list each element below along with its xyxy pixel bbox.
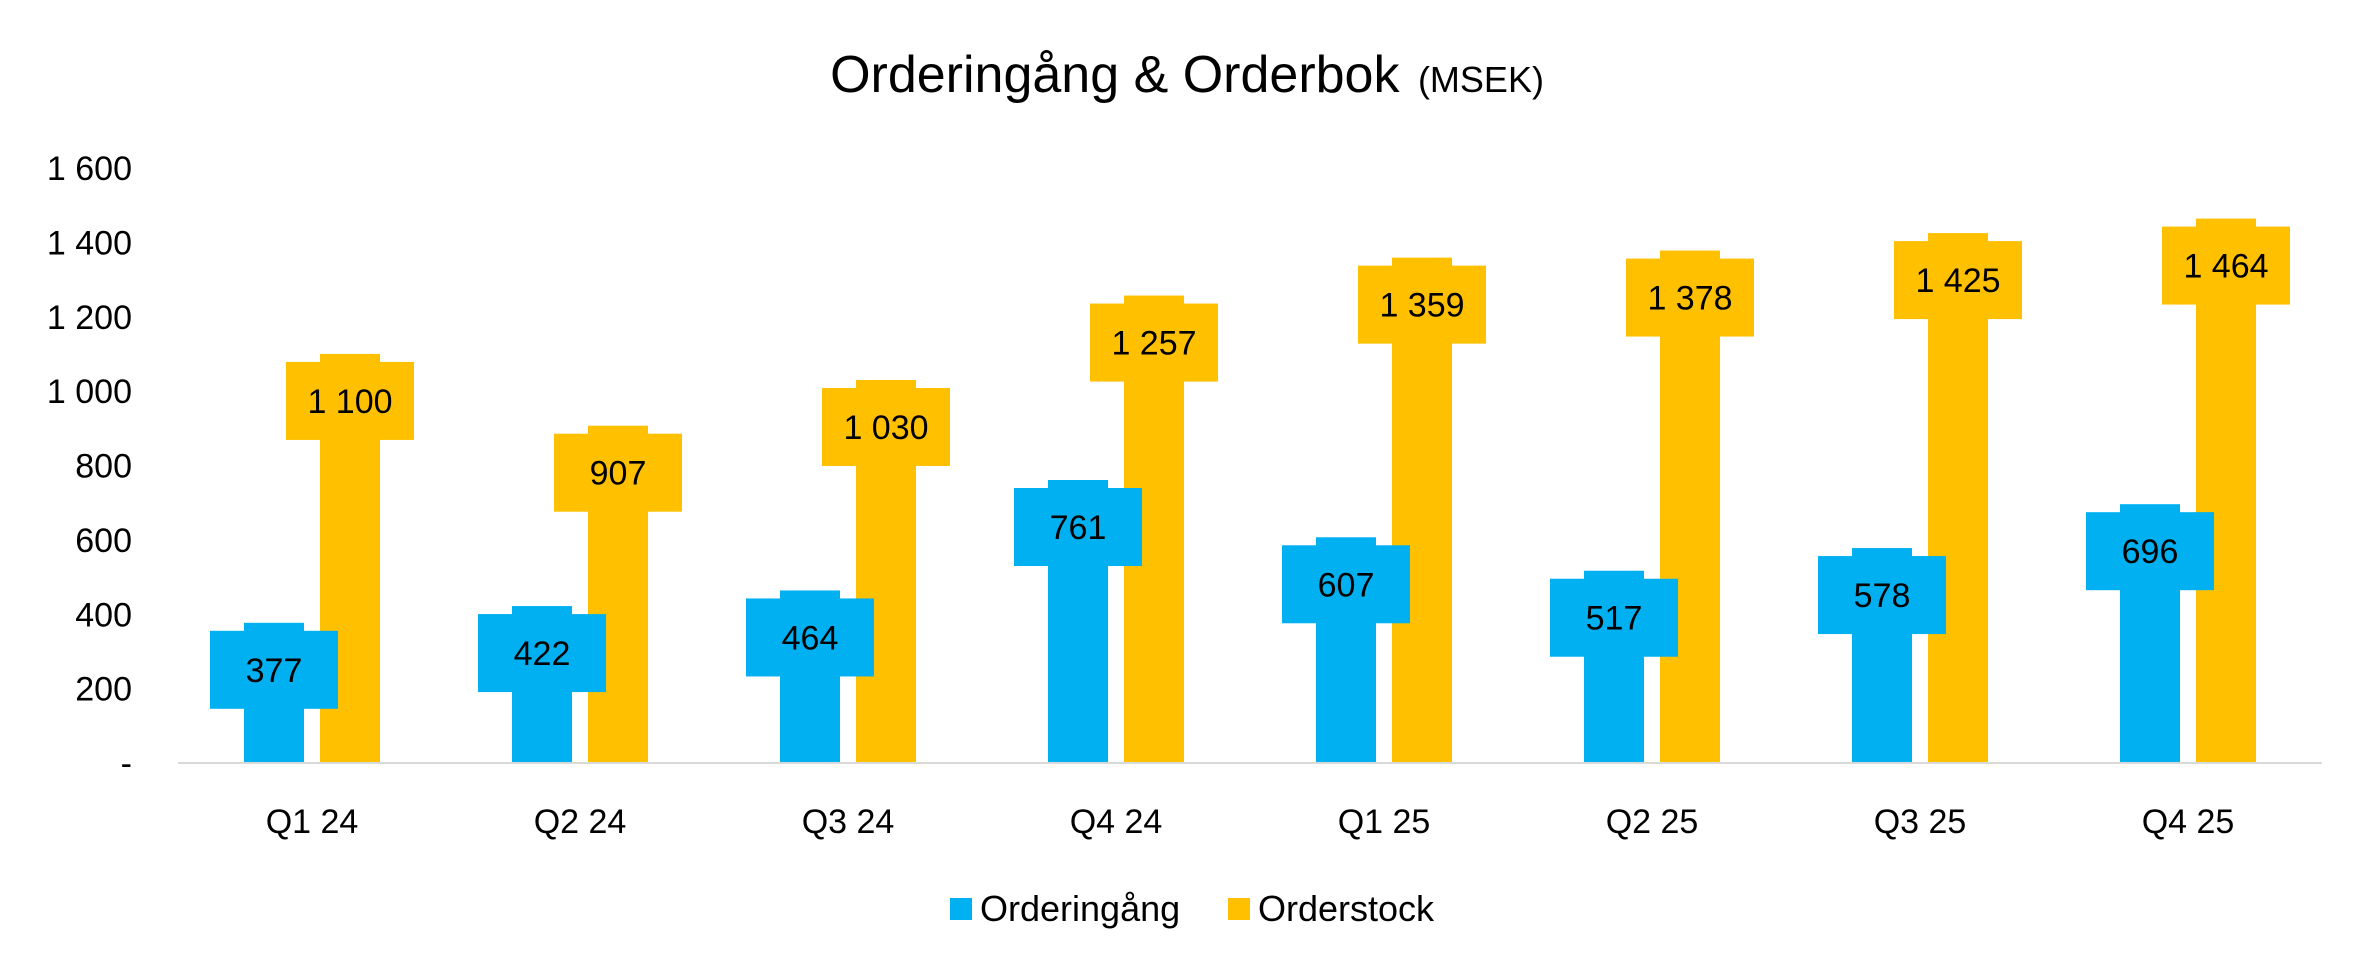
y-tick-label: 800	[75, 448, 132, 486]
data-label-box	[1358, 265, 1486, 344]
y-tick-label: 1 000	[47, 373, 132, 411]
data-label-box	[1550, 578, 1678, 657]
y-tick-label: -	[121, 745, 132, 783]
data-label: 761	[1050, 509, 1107, 547]
x-tick-label: Q3 25	[1874, 803, 1967, 841]
x-tick-label: Q3 24	[802, 803, 895, 841]
legend: Orderingång Orderstock	[950, 888, 1435, 929]
x-tick-label: Q2 24	[534, 803, 627, 841]
y-tick-label: 1 400	[47, 224, 132, 262]
legend-swatch	[1228, 898, 1250, 920]
x-tick-label: Q4 25	[2142, 803, 2235, 841]
x-tick-label: Q1 25	[1338, 803, 1431, 841]
chart-title: Orderingång & Orderbok (MSEK)	[830, 46, 1544, 104]
data-labels-group: 377 1 100 422 907 464 1 030 761 1 257 607 1 359 51…	[210, 226, 2290, 709]
chart-title-main: Orderingång & Orderbok	[830, 46, 1400, 104]
data-label: 1 464	[2183, 248, 2268, 286]
data-label: 1 030	[843, 409, 928, 447]
data-label: 578	[1854, 577, 1911, 615]
bar-orderstock	[2196, 218, 2256, 763]
data-label: 422	[514, 635, 571, 673]
data-label: 517	[1586, 600, 1643, 638]
data-label-box	[1894, 241, 2022, 320]
data-label-box	[478, 614, 606, 693]
data-label-box	[2086, 512, 2214, 591]
data-label-box	[286, 361, 414, 440]
data-label-box	[746, 598, 874, 677]
x-tick-label: Q1 24	[266, 803, 359, 841]
data-label-box	[2162, 226, 2290, 305]
y-axis: - 200 400 600 800 1 000 1 200 1 400 1 600	[47, 150, 132, 783]
data-label: 1 378	[1647, 280, 1732, 318]
data-label-box	[822, 387, 950, 466]
chart-title-unit: (MSEK)	[1418, 59, 1544, 100]
data-label-box	[210, 630, 338, 709]
legend-label: Orderstock	[1258, 888, 1435, 929]
data-label: 907	[590, 455, 647, 493]
data-label: 1 425	[1915, 262, 2000, 300]
y-tick-label: 400	[75, 596, 132, 634]
data-label-box	[554, 433, 682, 512]
data-label: 1 257	[1111, 325, 1196, 363]
data-label-box	[1626, 258, 1754, 337]
data-label: 377	[246, 652, 303, 690]
data-label-box	[1090, 303, 1218, 382]
data-label: 464	[782, 619, 839, 657]
y-tick-label: 600	[75, 522, 132, 560]
data-label-box	[1818, 556, 1946, 635]
y-tick-label: 1 200	[47, 299, 132, 337]
x-tick-label: Q2 25	[1606, 803, 1699, 841]
data-label: 696	[2122, 533, 2179, 571]
x-tick-label: Q4 24	[1070, 803, 1163, 841]
bar-orderstock	[1928, 233, 1988, 763]
data-label: 607	[1318, 566, 1375, 604]
data-label-box	[1014, 488, 1142, 567]
x-axis: Q1 24 Q2 24 Q3 24 Q4 24 Q1 25 Q2 25 Q3 25 Q4 25	[266, 803, 2235, 841]
legend-swatch	[950, 898, 972, 920]
legend-label: Orderingång	[980, 888, 1180, 929]
y-tick-label: 1 600	[47, 150, 132, 188]
y-tick-label: 200	[75, 671, 132, 709]
data-label-box	[1282, 545, 1410, 624]
data-label: 1 100	[307, 383, 392, 421]
data-label: 1 359	[1379, 287, 1464, 325]
